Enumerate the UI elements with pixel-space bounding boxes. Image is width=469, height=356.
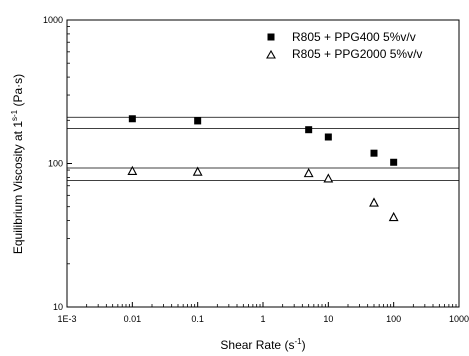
point-ppg2000 [369, 197, 379, 207]
y-axis-title: Equilibrium Viscosity at 1s-1 (Pa·s) [10, 74, 25, 254]
point-ppg2000 [127, 165, 138, 176]
y-tick-label: 100 [48, 159, 63, 169]
legend-label-ppg2000: R805 + PPG2000 5%v/v [292, 47, 422, 61]
x-tick-label: 100 [386, 314, 401, 324]
point-ppg400 [194, 117, 202, 125]
point-ppg400 [128, 115, 136, 123]
x-axis: 1E-3 0.01 0.1 1 10 100 1000 [57, 302, 469, 324]
y-axis: 10 100 1000 [43, 15, 72, 312]
x-tick-label: 0.01 [124, 314, 142, 324]
plot-frame [66, 19, 460, 308]
x-tick-label: 0.1 [191, 314, 204, 324]
legend-label-ppg400: R805 + PPG400 5%v/v [292, 30, 416, 44]
y-tick-label: 10 [53, 302, 63, 312]
point-ppg2000 [303, 167, 314, 178]
x-axis-title: Shear Rate (s-1) [220, 337, 305, 352]
data-points [127, 115, 399, 222]
point-ppg2000 [192, 166, 203, 176]
y-tick-label: 1000 [43, 15, 63, 25]
point-ppg400 [390, 158, 398, 166]
point-ppg400 [305, 126, 313, 134]
x-tick-label: 1000 [449, 314, 469, 324]
point-ppg400 [370, 149, 378, 157]
legend: R805 + PPG400 5%v/v R805 + PPG2000 5%v/v [266, 30, 422, 61]
point-ppg2000 [323, 173, 334, 183]
legend-marker-ppg2000 [266, 49, 276, 59]
x-tick-label: 1 [260, 314, 265, 324]
x-tick-label: 10 [323, 314, 333, 324]
x-tick-label: 1E-3 [57, 314, 76, 324]
point-ppg400 [324, 133, 332, 141]
legend-marker-ppg400 [267, 33, 275, 41]
reference-lines [67, 116, 459, 182]
point-ppg2000 [388, 211, 399, 222]
